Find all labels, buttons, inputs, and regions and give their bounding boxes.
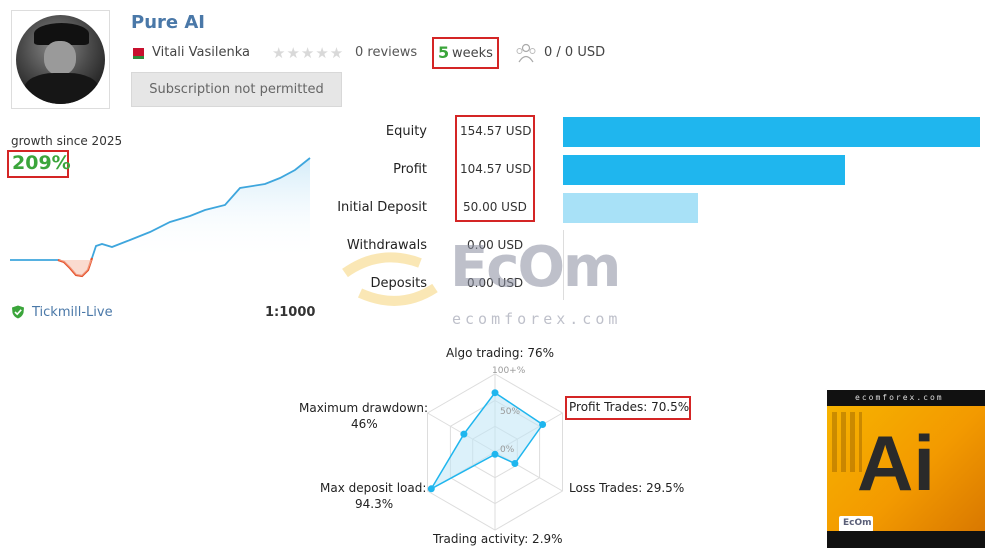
initial-deposit-label: Initial Deposit [337,200,427,215]
profit-bar [563,155,845,185]
shield-check-icon [12,305,24,319]
radar-point [491,389,499,397]
initial-deposit-bar [563,193,698,223]
ai-thumbnail[interactable]: ecomforex.com Ai EcOm [827,390,985,548]
deposits-value: 0.00 USD [467,276,524,290]
deposits-label: Deposits [370,276,427,291]
thumbnail-ai-text: Ai [857,419,935,507]
watermark-brand: EcOm [450,235,621,300]
author-name[interactable]: Vitali Vasilenka [152,45,250,60]
radar-point [491,450,499,458]
withdrawals-label: Withdrawals [346,238,427,253]
max-drawdown-value: 46% [351,417,378,431]
country-flag-icon [133,48,144,59]
weeks-highlight [432,37,499,69]
avatar-photo [16,15,105,104]
avatar[interactable] [11,10,110,109]
algo-trading-label: Algo trading: 76% [446,346,555,360]
subscribers-value: 0 / 0 USD [544,45,606,60]
equity-value: 154.57 USD [460,124,532,138]
equity-label: Equity [385,124,427,139]
profit-value: 104.57 USD [460,162,532,176]
radar-point [427,485,435,493]
max-deposit-load-label: Max deposit load: [320,481,427,495]
ecom-logo-icon [342,252,438,306]
profit-trades-highlight [565,396,691,420]
leverage-value: 1:1000 [265,305,316,320]
radar-point [460,430,468,438]
rating-stars-icon: ★★★★★ [272,44,345,62]
radar-tick-50: 50% [500,407,520,417]
loss-trades-label: Loss Trades: 29.5% [569,481,685,495]
radar-polygon [429,391,544,491]
subscribers-icon [516,43,536,63]
profit-label: Profit [393,162,427,177]
weeks-label: weeks [452,46,493,61]
growth-highlight [7,150,69,178]
max-drawdown-label: Maximum drawdown: [299,401,429,415]
subscription-button[interactable]: Subscription not permitted [131,72,342,107]
growth-chart[interactable] [10,150,312,295]
initial-deposit-value: 50.00 USD [463,200,527,214]
radar-tick-0: 0% [500,445,515,455]
thumbnail-site-text: ecomforex.com [855,393,944,402]
weeks-count: 5 [438,43,450,62]
growth-value: 209% [12,152,71,174]
reviews-link[interactable]: 0 reviews [355,45,418,60]
thumbnail-logo: EcOm [843,518,872,528]
withdrawals-value: 0.00 USD [467,238,524,252]
radar-point [539,421,547,428]
axis-divider [563,230,564,300]
broker-link[interactable]: Tickmill-Live [32,305,113,320]
trading-activity-label: Trading activity: 2.9% [433,532,563,546]
watermark-logo: EcOm ecomforex.com [340,238,660,328]
radar-chart[interactable]: 100+% 50% 0% [420,360,570,535]
signal-title[interactable]: Pure AI [131,12,205,33]
growth-label: growth since 2025 [11,134,123,148]
max-deposit-load-value: 94.3% [355,497,394,511]
equity-bar [563,117,980,147]
profit-trades-label: Profit Trades: 70.5% [569,400,690,414]
stats-highlight [455,115,535,222]
radar-point [511,460,519,467]
watermark-site: ecomforex.com [452,310,622,328]
radar-tick-100: 100+% [492,366,526,376]
